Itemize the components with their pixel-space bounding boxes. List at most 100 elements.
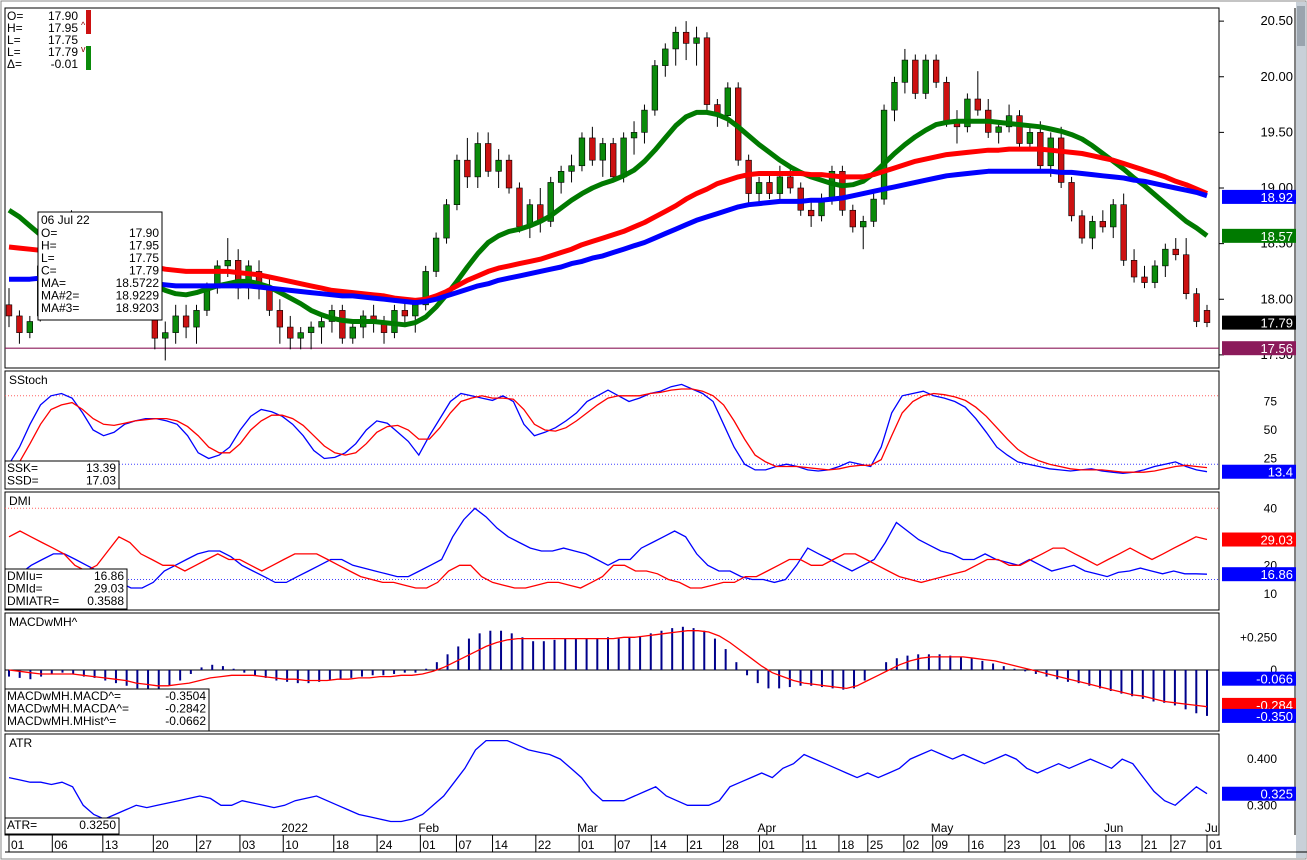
panel-title: ATR	[9, 736, 32, 750]
candle-body	[16, 315, 23, 333]
x-day-label: 02	[906, 838, 920, 852]
candle-body	[172, 315, 179, 333]
candle	[318, 315, 325, 344]
candle	[662, 43, 669, 77]
candle-body	[641, 109, 648, 133]
candle	[432, 232, 440, 277]
panel-axis-label: 0.300	[1247, 798, 1277, 812]
candle-body	[1078, 215, 1086, 239]
readout-key: ATR=	[7, 818, 37, 832]
candle	[703, 32, 711, 111]
candle	[1141, 265, 1148, 289]
data-window-value: 17.79	[129, 264, 159, 278]
value-tag-bg	[1222, 189, 1296, 204]
price-axis-label: 18.00	[1260, 291, 1293, 306]
candle-body	[672, 31, 679, 50]
readout-key: SSD=	[7, 474, 39, 488]
candle	[787, 165, 794, 194]
x-day-label: 13	[1108, 838, 1122, 852]
x-day-label: 21	[689, 838, 703, 852]
header-marker-down: v	[81, 44, 86, 54]
x-day-label: 09	[935, 838, 949, 852]
candle	[922, 54, 929, 99]
candle-body	[1057, 137, 1065, 183]
candle	[505, 154, 513, 194]
candle-body	[880, 109, 888, 200]
candle	[5, 288, 13, 328]
candle	[630, 121, 638, 155]
candle-body	[1110, 204, 1117, 228]
x-day-label: 24	[379, 838, 393, 852]
candle	[901, 48, 909, 94]
x-day-label: 27	[199, 838, 213, 852]
candle-body	[495, 159, 502, 172]
candle-body	[964, 98, 971, 128]
value-tag-bg	[1222, 228, 1296, 243]
data-window-key: H=	[41, 239, 57, 253]
value-tag-label: 13.4	[1268, 465, 1293, 480]
data-window-bg	[37, 211, 163, 321]
value-tag-bg	[1222, 697, 1296, 712]
candle-body	[849, 209, 856, 228]
candle	[641, 104, 648, 144]
candle	[589, 126, 596, 166]
candle	[755, 176, 763, 205]
data-window-date: 06 Jul 22	[41, 213, 90, 227]
header-bg	[6, 9, 94, 71]
header-value: 17.90	[48, 9, 78, 23]
data-window-key: O=	[41, 226, 57, 240]
candle-body	[287, 326, 294, 339]
candle-body	[516, 187, 523, 228]
candle	[16, 310, 23, 344]
scrollbar	[1296, 2, 1306, 858]
x-day-label: 03	[242, 838, 256, 852]
candle-body	[1172, 248, 1179, 256]
panel-dmi: DMI40302010	[5, 494, 1277, 601]
value-tag-bg	[1222, 315, 1296, 330]
value-tag-label: -0.350	[1256, 709, 1293, 724]
x-day-label: 07	[617, 838, 631, 852]
candle	[464, 137, 471, 188]
candle	[651, 60, 659, 116]
readout-key: MACDwMH.MACDA^=	[7, 702, 129, 716]
candle-body	[1068, 182, 1075, 217]
candle	[1120, 193, 1127, 266]
candle-body	[1016, 115, 1023, 144]
x-day-label: 06	[54, 838, 68, 852]
candle	[557, 165, 565, 194]
value-tag-bg	[1222, 341, 1296, 356]
x-month-label: 2022	[281, 821, 308, 835]
candle-body	[974, 98, 981, 111]
x-day-label: 01	[581, 838, 595, 852]
candle-body	[505, 159, 513, 189]
value-tag-bg	[1222, 464, 1296, 479]
x-day-label: 14	[653, 838, 667, 852]
candle	[599, 137, 606, 177]
panel-atr: ATR 0.400 0.300	[8, 736, 1277, 823]
candle	[672, 26, 679, 66]
candle	[1110, 199, 1117, 239]
x-day-label: 25	[870, 838, 884, 852]
panel-macdwmh: MACDwMH^ +0.250 0	[5, 615, 1277, 716]
candle-body	[547, 182, 554, 222]
x-day-label: 01	[11, 838, 25, 852]
candle-body	[412, 304, 419, 317]
value-tag-label: 17.79	[1260, 316, 1293, 331]
candle	[807, 199, 815, 227]
candle-body	[943, 82, 950, 122]
header-value: -0.01	[51, 57, 79, 71]
candle-body	[901, 59, 909, 83]
value-tag-label: 29.03	[1260, 533, 1293, 548]
candle-body	[1162, 248, 1169, 267]
candle	[26, 315, 33, 339]
candle	[682, 21, 690, 61]
header-value: 17.95	[48, 21, 78, 35]
candle-body	[1203, 310, 1211, 323]
candle-body	[912, 59, 919, 94]
data-window-key: C=	[41, 264, 57, 278]
x-day-label: 10	[285, 838, 299, 852]
header-key: L=	[7, 45, 21, 59]
data-window-value: 17.75	[129, 251, 159, 265]
